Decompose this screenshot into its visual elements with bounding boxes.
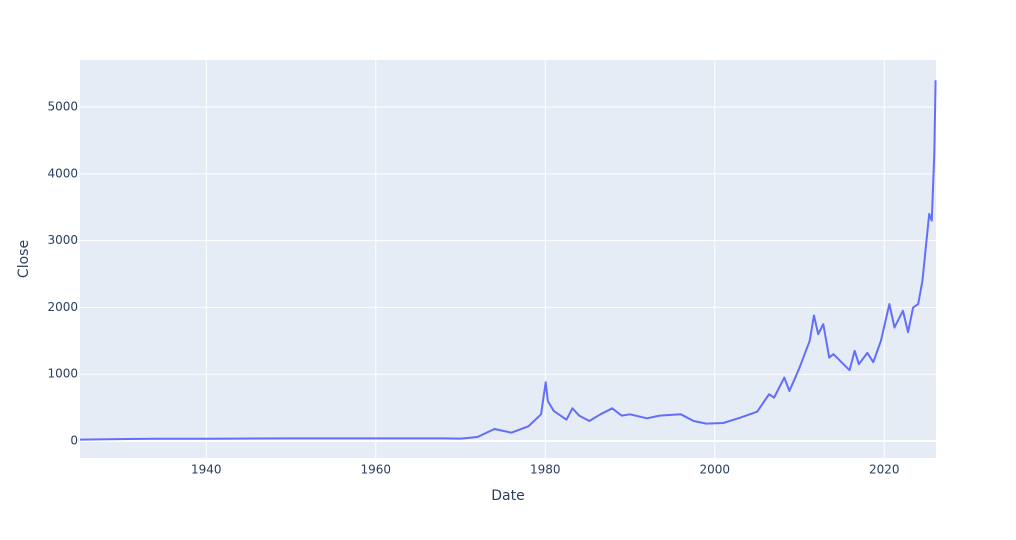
y-tick-label: 3000 <box>47 233 78 247</box>
y-tick-label: 4000 <box>47 166 78 180</box>
x-tick-label: 2000 <box>700 463 731 477</box>
x-axis-title: Date <box>491 488 524 504</box>
x-tick-label: 2020 <box>869 463 900 477</box>
x-tick-label: 1980 <box>530 463 561 477</box>
y-axis-title: Close <box>16 240 32 278</box>
y-tick-label: 2000 <box>47 300 78 314</box>
y-tick-label: 5000 <box>47 100 78 114</box>
price-line <box>79 80 937 441</box>
y-tick-label: 1000 <box>47 367 78 381</box>
x-tick-label: 1940 <box>191 463 222 477</box>
x-tick-label: 1960 <box>361 463 392 477</box>
plot-area <box>80 60 936 458</box>
y-tick-label: 0 <box>70 434 78 448</box>
